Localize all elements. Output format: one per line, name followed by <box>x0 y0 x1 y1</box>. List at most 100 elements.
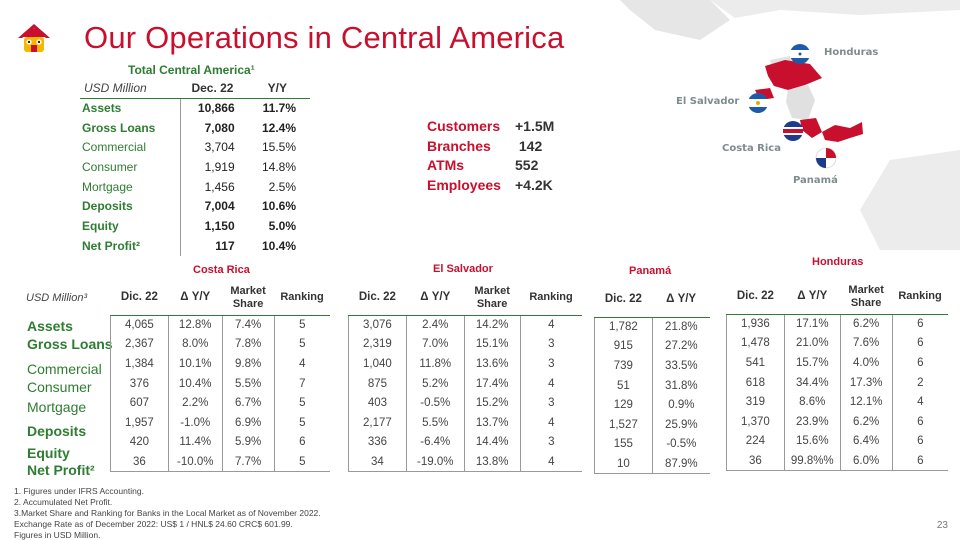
cell: 10 <box>594 454 653 475</box>
cell: 1,040 <box>348 354 407 374</box>
costa-rica-title: Costa Rica <box>193 264 250 276</box>
central-america-map: Honduras El Salvador Costa Rica Panamá <box>560 0 960 250</box>
table-row: 4,065 12.8% 7.4% 5 <box>110 315 330 335</box>
cell: -0.5% <box>651 434 710 455</box>
header-yy: Δ Y/Y <box>784 280 841 315</box>
row-change: 12.4% <box>261 120 296 135</box>
cell: 4 <box>519 452 582 473</box>
table-row: 541 15.7% 4.0% 6 <box>726 353 948 373</box>
cell: 6 <box>891 333 948 354</box>
map-label-el-salvador: El Salvador <box>676 96 740 107</box>
cell: 6 <box>891 314 948 334</box>
unit-header: USD Million <box>80 78 181 99</box>
honduras-title: Honduras <box>812 256 864 268</box>
cell: 6.2% <box>839 314 893 334</box>
label-gross-loans: Gross Loans <box>27 336 113 352</box>
honduras-table: Dic. 22 Δ Y/Y Market Share Ranking 1,936… <box>726 280 948 472</box>
cell: 1,957 <box>110 412 169 433</box>
costa-rica-table: Dic. 22 Δ Y/Y Market Share Ranking 4,065… <box>110 281 330 473</box>
key-stats: Customers +1.5M Branches 142 ATMs 552 Empl… <box>427 118 587 196</box>
table-row: 739 33.5% <box>594 356 710 376</box>
table-row: 1,957 -1.0% 6.9% 5 <box>110 412 330 433</box>
page-number: 23 <box>936 520 948 531</box>
cell: 15.6% <box>783 431 841 452</box>
cell: 5 <box>273 412 330 433</box>
cell: 34 <box>348 452 407 473</box>
cell: 5.9% <box>221 432 275 453</box>
row-value: 3,704 <box>179 137 245 158</box>
cell: 7.4% <box>221 315 275 335</box>
label-deposits: Deposits <box>27 423 87 439</box>
cell: 2 <box>891 372 948 393</box>
cell: 10.4% <box>167 373 223 394</box>
row-change: 5.0% <box>268 218 296 233</box>
cell: 34.4% <box>783 372 841 393</box>
cell: 7.7% <box>221 452 275 473</box>
cell: 2,319 <box>348 334 407 355</box>
cell: 17.3% <box>839 372 893 393</box>
panama-flag-icon <box>815 147 837 169</box>
cell: 1,782 <box>594 317 653 337</box>
footnote: 3.Market Share and Ranking for Banks in … <box>14 508 321 518</box>
table-row: Mortgage 1,456 2.5% <box>80 176 310 197</box>
map-label-costa-rica: Costa Rica <box>722 143 781 154</box>
cell: 13.8% <box>463 452 521 473</box>
cell: 21.0% <box>783 333 841 354</box>
table-row: Assets 10,866 11.7% <box>80 98 310 118</box>
header-dec: Dic. 22 <box>110 281 169 316</box>
table-row: Consumer 1,919 14.8% <box>80 157 310 177</box>
footnotes: 1. Figures under IFRS Accounting. 2. Acc… <box>14 486 321 540</box>
footnote: Exchange Rate as of December 2022: US$ 1… <box>14 519 293 529</box>
label-net-profit: Net Profit² <box>27 462 95 478</box>
table-row: 129 0.9% <box>594 395 710 415</box>
cell: 13.7% <box>463 412 521 433</box>
footnote: 1. Figures under IFRS Accounting. <box>14 486 144 496</box>
panama-title: Panamá <box>629 265 672 277</box>
table-row: 2,367 8.0% 7.8% 5 <box>110 334 330 355</box>
header-yy: Δ Y/Y <box>168 281 223 316</box>
cell: 2.2% <box>167 393 223 413</box>
header-ranking: Ranking <box>274 281 330 316</box>
cell: 8.6% <box>783 392 841 412</box>
table-row: Deposits 7,004 10.6% <box>80 196 310 217</box>
cell: -19.0% <box>405 452 465 473</box>
cell: 420 <box>110 432 169 453</box>
cell: 541 <box>726 353 785 373</box>
stat-label: Customers <box>427 118 501 134</box>
label-commercial: Commercial <box>27 361 102 377</box>
map-label-honduras: Honduras <box>824 47 879 58</box>
cell: 5 <box>273 334 330 355</box>
header-market-share: Market Share <box>222 281 275 316</box>
stat-atms: ATMs 552 <box>427 157 587 177</box>
table-row: Equity 1,150 5.0% <box>80 216 310 236</box>
cell: 25.9% <box>651 414 710 435</box>
cell: 6 <box>891 451 948 472</box>
cell: 3,076 <box>348 315 407 335</box>
stat-customers: Customers +1.5M <box>427 118 587 138</box>
cell: 36 <box>110 452 169 473</box>
row-label: Gross Loans <box>82 120 156 135</box>
cell: 3 <box>519 393 582 413</box>
cell: 3 <box>519 432 582 453</box>
cell: 4 <box>519 315 582 335</box>
cell: 607 <box>110 393 169 413</box>
table-header-row: Dic. 22 Δ Y/Y Market Share Ranking <box>726 280 948 315</box>
row-label: Commercial <box>82 140 147 155</box>
table-row: 36 99.8%% 6.0% 6 <box>726 451 948 472</box>
row-value: 1,456 <box>179 176 245 197</box>
header-market-share: Market Share <box>464 281 521 316</box>
table-row: Net Profit² 117 10.4% <box>80 235 310 256</box>
cell: 224 <box>726 431 785 452</box>
page-title: Our Operations in Central America <box>84 20 565 55</box>
cell: 15.2% <box>463 393 521 413</box>
header-ranking: Ranking <box>520 281 582 316</box>
table-header-row: Dic. 22 Δ Y/Y Market Share Ranking <box>110 281 330 316</box>
table-row: 376 10.4% 5.5% 7 <box>110 373 330 394</box>
cell: 6 <box>891 353 948 373</box>
unit-label: USD Million³ <box>26 292 88 304</box>
table-row: 915 27.2% <box>594 336 710 357</box>
cell: 3 <box>519 354 582 374</box>
cell: 6.4% <box>839 431 893 452</box>
cell: 6 <box>891 431 948 452</box>
table-row: 420 11.4% 5.9% 6 <box>110 432 330 453</box>
